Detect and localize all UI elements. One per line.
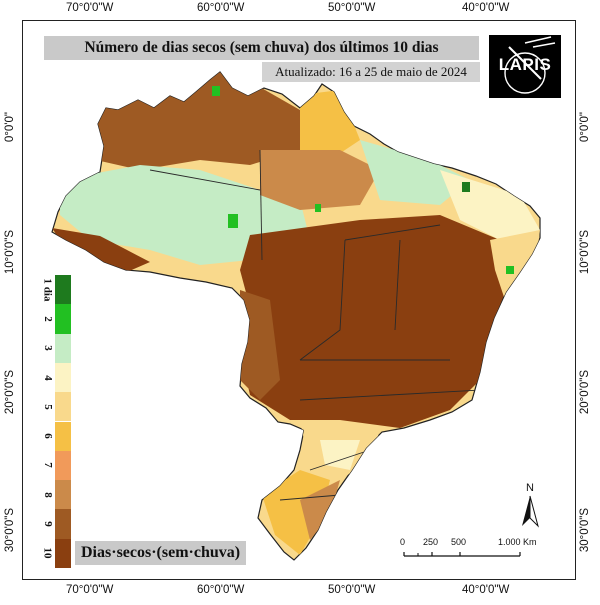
scale-label-250: 250	[423, 537, 439, 547]
legend-item: 1 dia	[40, 275, 72, 305]
lapis-logo-text: LAPIS	[498, 55, 552, 74]
legend-caption: Dias·secos·(sem·chuva)	[75, 541, 247, 565]
lon-tick-bottom-50w: 50°0'0"W	[328, 584, 376, 596]
legend-item: 5	[40, 392, 72, 422]
scale-bar-line	[403, 552, 521, 557]
legend-item-label: 6	[40, 422, 55, 451]
legend-item-text: 9	[41, 521, 54, 527]
legend-item-label: 1 dia	[40, 275, 55, 304]
legend-item-label: 10	[40, 539, 55, 568]
legend-item-swatch	[55, 362, 71, 393]
north-arrow: N	[518, 482, 542, 530]
legend-item: 4	[40, 362, 72, 393]
legend-item-text: 8	[41, 491, 54, 498]
legend-item-text: 4	[41, 374, 54, 381]
lon-tick-bottom-40w: 40°0'0"W	[462, 584, 510, 596]
legend-item-text: 1 dia	[41, 278, 54, 302]
north-label: N	[526, 482, 534, 494]
legend-item-swatch	[55, 480, 71, 510]
scale-bar: 0 250 500 1.000 Km	[398, 537, 548, 567]
legend-item-swatch	[55, 421, 71, 451]
legend-item-swatch	[55, 392, 71, 422]
legend-item-label: 3	[40, 334, 55, 363]
legend-item-text: 2	[41, 316, 54, 322]
lon-tick-bottom-70w: 70°0'0"W	[66, 584, 114, 596]
satellite-icon	[504, 36, 556, 94]
legend-item-swatch	[55, 275, 71, 305]
lon-tick-top-70w: 70°0'0"W	[66, 2, 114, 14]
dry-days-legend: 1 dia 2 3 4 5 6 7 8 9 10	[40, 275, 72, 568]
legend-item: 9	[40, 509, 72, 539]
legend-item-swatch	[55, 450, 71, 481]
scale-label-0: 0	[400, 537, 406, 547]
legend-item-swatch	[55, 509, 71, 539]
legend-item-swatch	[55, 333, 71, 363]
legend-item: 8	[40, 480, 72, 510]
map-title: Número de dias secos (sem chuva) dos últ…	[44, 36, 479, 60]
legend-item: 10	[40, 538, 72, 568]
legend-item-label: 2	[40, 304, 55, 333]
map-frame	[22, 20, 576, 580]
legend-item-text: 7	[41, 462, 54, 469]
legend-item: 3	[40, 333, 72, 363]
legend-item-label: 9	[40, 509, 55, 538]
lon-tick-top-60w: 60°0'0"W	[197, 2, 245, 14]
legend-item-text: 3	[41, 345, 54, 351]
lon-tick-top-50w: 50°0'0"W	[328, 2, 376, 14]
scale-label-1000km: 1.000 Km	[498, 537, 537, 547]
legend-item-swatch	[55, 304, 71, 334]
legend-item-label: 5	[40, 392, 55, 421]
lon-tick-top-40w: 40°0'0"W	[462, 2, 510, 14]
legend-item: 2	[40, 304, 72, 334]
north-arrow-icon	[522, 495, 539, 528]
legend-item: 7	[40, 450, 72, 481]
legend-item-text: 6	[41, 433, 54, 439]
lon-tick-bottom-60w: 60°0'0"W	[197, 584, 245, 596]
legend-item: 6	[40, 421, 72, 451]
legend-item-swatch	[55, 538, 71, 568]
legend-item-label: 4	[40, 363, 55, 392]
legend-item-label: 8	[40, 480, 55, 509]
legend-item-text: 5	[41, 404, 54, 410]
legend-item-text: 10	[41, 547, 54, 559]
map-subtitle: Atualizado: 16 a 25 de maio de 2024	[262, 62, 480, 82]
scale-label-500: 500	[451, 537, 467, 547]
legend-item-label: 7	[40, 451, 55, 480]
lapis-logo: LAPIS	[489, 35, 561, 98]
